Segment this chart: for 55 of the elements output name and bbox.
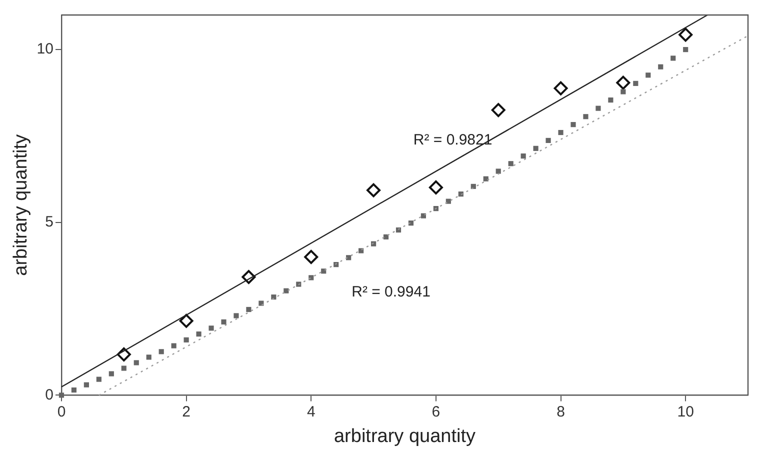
point	[616, 76, 630, 90]
point	[108, 371, 114, 376]
point	[171, 343, 176, 348]
y-tick-label: 5	[45, 214, 54, 231]
annotation: R² = 0.9821	[413, 132, 492, 149]
x-tick-label: 4	[306, 403, 316, 420]
point	[533, 146, 538, 151]
point	[221, 319, 226, 324]
point	[234, 313, 239, 318]
point	[558, 130, 564, 136]
y-tick-label: 10	[36, 40, 54, 58]
point	[570, 122, 576, 128]
point	[58, 392, 64, 398]
y-axis-title: arbitrary quantity	[10, 134, 32, 276]
point	[208, 326, 214, 331]
x-tick-label: 6	[432, 403, 440, 420]
point	[258, 300, 264, 306]
point	[196, 331, 202, 337]
point	[646, 72, 651, 78]
point	[179, 314, 194, 328]
point	[84, 382, 89, 388]
point	[670, 56, 676, 61]
point	[546, 138, 551, 144]
point	[121, 366, 126, 371]
point	[184, 337, 189, 342]
point	[158, 349, 164, 354]
point	[658, 64, 664, 70]
point	[620, 89, 626, 94]
x-axis-title: arbitrary quantity	[334, 426, 476, 447]
point	[246, 306, 252, 312]
annotation: R² = 0.9941	[352, 284, 430, 301]
point	[71, 387, 77, 393]
point	[608, 97, 614, 103]
point	[496, 168, 501, 174]
point	[508, 161, 514, 166]
point	[304, 250, 318, 264]
point	[554, 81, 568, 96]
x-tick-label: 8	[556, 403, 565, 420]
point	[491, 103, 506, 118]
point	[96, 376, 102, 382]
point	[366, 183, 381, 198]
y-tick-label: 0	[45, 386, 54, 404]
point	[428, 180, 443, 194]
x-tick-label: 10	[677, 403, 694, 420]
point	[633, 80, 638, 86]
point	[596, 106, 601, 111]
point	[146, 354, 152, 360]
point	[134, 360, 139, 366]
point	[520, 153, 526, 159]
x-tick-label: 0	[57, 403, 66, 420]
point	[583, 114, 588, 120]
point	[296, 282, 302, 287]
point	[683, 47, 688, 52]
x-tick-label: 2	[182, 403, 190, 420]
point	[678, 28, 693, 42]
